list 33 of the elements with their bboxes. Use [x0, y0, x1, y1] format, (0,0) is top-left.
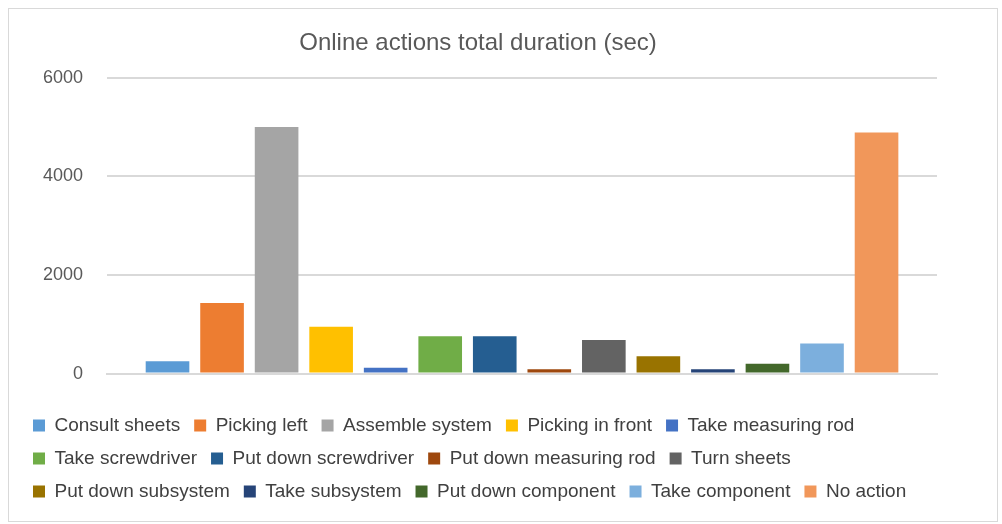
y-tick-label: 6000 — [43, 66, 84, 87]
legend-label: Consult sheets — [54, 413, 181, 435]
chart-title: Online actions total duration (sec) — [299, 28, 657, 56]
bar — [145, 361, 190, 373]
bar — [800, 343, 844, 373]
y-tick-label: 4000 — [43, 165, 84, 186]
legend-label: Put down measuring rod — [449, 446, 656, 468]
bar — [691, 369, 735, 373]
legend-label: Turn sheets — [691, 446, 791, 468]
bar — [636, 356, 681, 373]
bar — [527, 369, 572, 373]
bar — [745, 363, 790, 373]
bar — [254, 127, 299, 373]
legend-label: Put down subsystem — [54, 479, 230, 501]
legend-label: Take subsystem — [265, 479, 402, 501]
bar — [582, 340, 626, 373]
legend-label: Picking in front — [527, 413, 653, 435]
legend-label: Take component — [651, 479, 792, 501]
legend-label: Take screwdriver — [54, 446, 198, 468]
bar — [200, 303, 244, 373]
legend-label: Assemble system — [343, 413, 492, 435]
bar — [418, 336, 463, 373]
legend-label: No action — [825, 479, 907, 501]
legend-label: Put down screwdriver — [232, 446, 415, 468]
legend-label: Picking left — [215, 413, 309, 435]
y-tick-label: 0 — [73, 362, 84, 383]
legend-label: Take measuring rod — [687, 413, 855, 435]
bar — [472, 336, 517, 373]
bar — [854, 132, 899, 373]
legend-label: Put down component — [437, 479, 617, 501]
y-tick-label: 2000 — [43, 263, 84, 284]
bar — [363, 367, 408, 373]
bar — [309, 326, 353, 373]
